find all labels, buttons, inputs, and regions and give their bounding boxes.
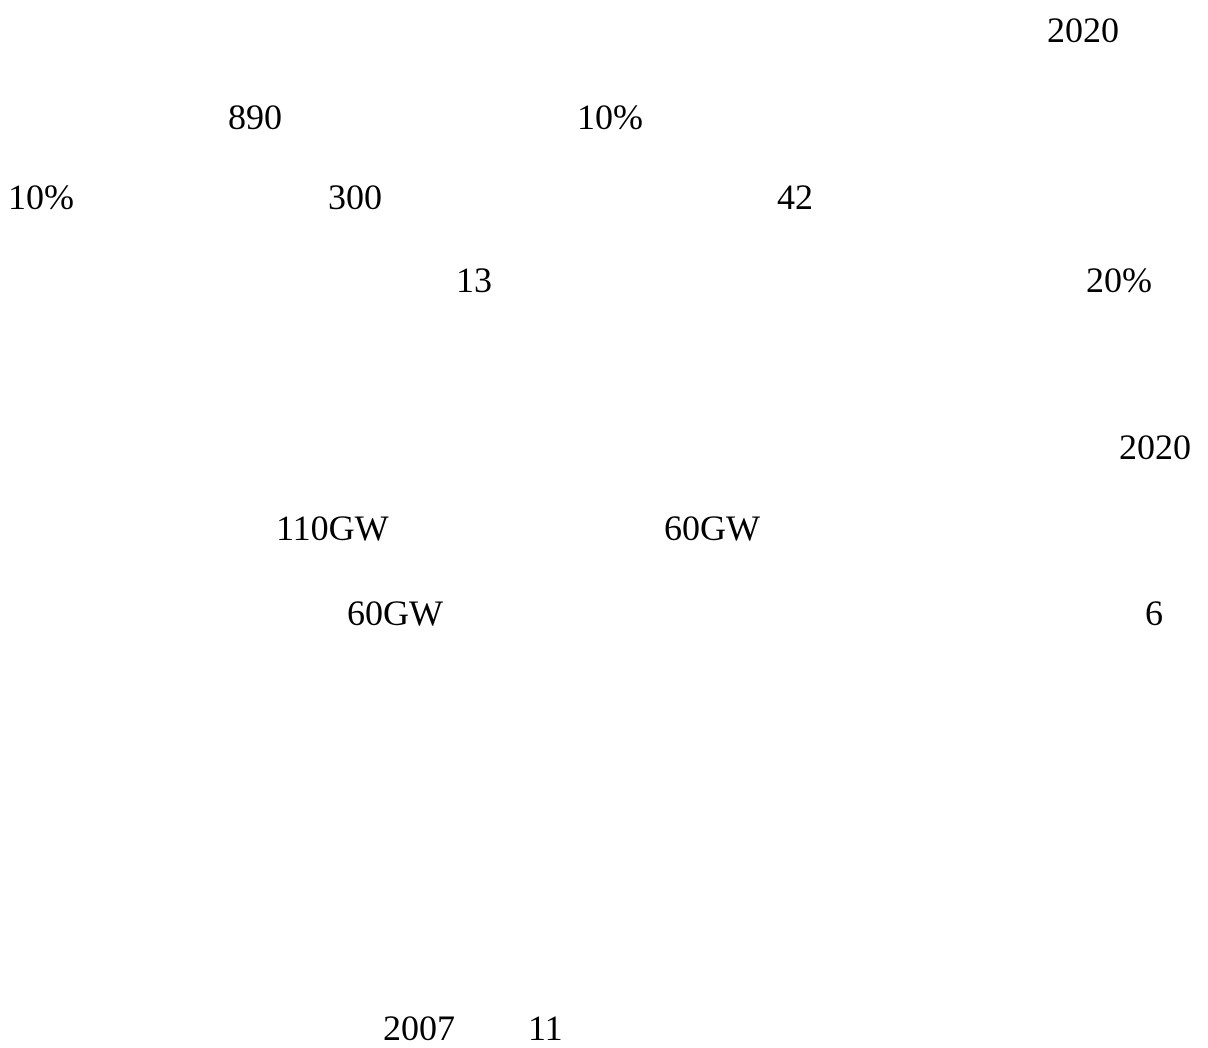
text-fragment: 42 <box>777 177 813 217</box>
text-fragment: 300 <box>328 177 382 217</box>
text-fragment: 10% <box>8 177 74 217</box>
text-fragment: 890 <box>228 97 282 137</box>
text-fragment: 11 <box>528 1008 563 1048</box>
text-fragment: 20% <box>1086 260 1152 300</box>
text-fragment: 13 <box>456 260 492 300</box>
text-fragment: 110GW <box>276 508 389 548</box>
text-fragment: 10% <box>577 97 643 137</box>
text-fragment: 2007 <box>383 1008 455 1048</box>
text-fragment: 60GW <box>664 508 760 548</box>
text-fragment: 60GW <box>347 593 443 633</box>
text-fragment: 2020 <box>1119 427 1191 467</box>
text-fragment: 6 <box>1145 593 1163 633</box>
text-fragment: 2020 <box>1047 10 1119 50</box>
